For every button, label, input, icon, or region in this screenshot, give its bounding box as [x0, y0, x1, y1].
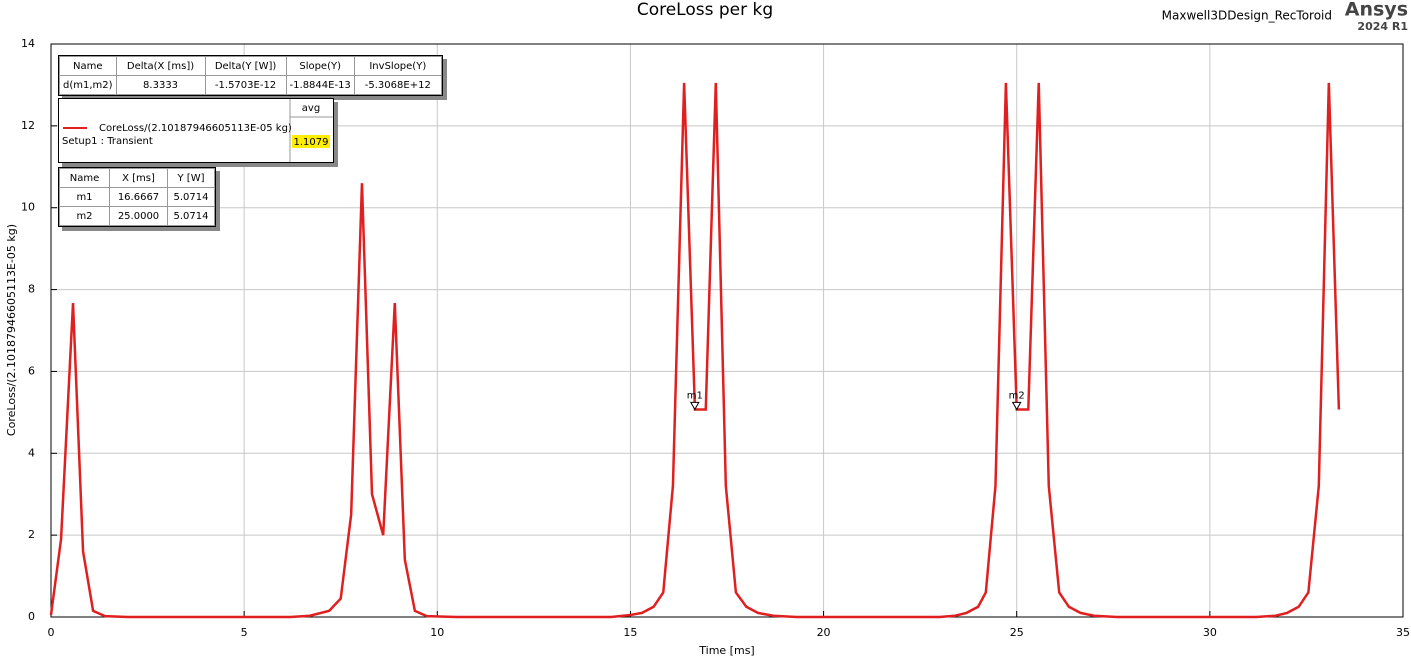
- table-cell: -5.3068E+12: [353, 75, 442, 95]
- x-axis-label: Time [ms]: [698, 644, 754, 657]
- x-tick-label: 10: [430, 626, 444, 639]
- y-tick-label: 2: [28, 528, 35, 541]
- table-cell: -1.8844E-13: [285, 75, 355, 95]
- legend-header: avg: [302, 103, 320, 114]
- legend-entry: CoreLoss/(2.10187946605113E-05 kg): [99, 123, 292, 134]
- x-tick-label: 5: [241, 626, 248, 639]
- table-cell: 8.3333: [115, 75, 206, 95]
- y-tick-label: 0: [28, 610, 35, 623]
- chart-title: CoreLoss per kg: [637, 0, 773, 20]
- delta-table: Name Delta(X [ms]) Delta(Y [W]) Slope(Y) Inv…: [58, 55, 443, 96]
- y-tick-label: 4: [28, 446, 35, 459]
- table-cell: Slope(Y): [285, 56, 355, 76]
- y-tick-label: 14: [21, 37, 35, 50]
- table-cell: 25.0000: [109, 206, 168, 226]
- version: 2024 R1: [1357, 20, 1408, 33]
- table-cell: Name: [59, 56, 117, 76]
- table-row: Name X [ms] Y [W]: [59, 168, 215, 188]
- y-axis-label: CoreLoss/(2.10187946605113E-05 kg): [5, 224, 18, 436]
- legend-setup: Setup1 : Transient: [62, 136, 153, 147]
- legend-avg: 1.1079: [294, 137, 329, 148]
- x-tick-label: 35: [1396, 626, 1410, 639]
- marker-label: m1: [687, 390, 703, 401]
- data-line: [49, 82, 1341, 619]
- marker-table: Name X [ms] Y [W] m1 16.6667 5.0714 m2 25.0000 5…: [58, 167, 216, 227]
- table-cell: 5.0714: [167, 187, 215, 207]
- x-tick-label: 20: [817, 626, 831, 639]
- y-tick-label: 10: [21, 201, 35, 214]
- table-cell: InvSlope(Y): [353, 56, 442, 76]
- table-row: d(m1,m2) 8.3333 -1.5703E-12 -1.8844E-13 -5.3…: [59, 75, 442, 95]
- marker: [689, 401, 700, 411]
- table-cell: 5.0714: [167, 206, 215, 226]
- table: Name X [ms] Y [W] m1 16.6667 5.0714 m2 25.0000 5…: [59, 168, 215, 226]
- table-cell: X [ms]: [109, 168, 168, 188]
- table-cell: m2: [59, 206, 110, 226]
- legend-graphic: avg CoreLoss/(2.10187946605113E-05 kg) Set…: [62, 99, 333, 162]
- x-tick-label: 15: [623, 626, 637, 639]
- table-cell: -1.5703E-12: [204, 75, 287, 95]
- x-tick-label: 0: [48, 626, 55, 639]
- table: Name Delta(X [ms]) Delta(Y [W]) Slope(Y) Inv…: [59, 56, 442, 95]
- y-tick-label: 12: [21, 119, 35, 132]
- avg-highlight: [292, 135, 330, 148]
- table-cell: Name: [59, 168, 110, 188]
- table-cell: m1: [59, 187, 110, 207]
- x-tick-label: 30: [1203, 626, 1217, 639]
- marker-label: m2: [1009, 390, 1025, 401]
- design-name: Maxwell3DDesign_RecToroid: [1162, 9, 1332, 23]
- table-row: Name Delta(X [ms]) Delta(Y [W]) Slope(Y) Inv…: [59, 56, 442, 76]
- table-cell: d(m1,m2): [59, 75, 117, 95]
- y-tick-label: 8: [28, 283, 35, 296]
- plot-border: [50, 43, 1404, 618]
- table-row: m1 16.6667 5.0714: [59, 187, 215, 207]
- legend: avg CoreLoss/(2.10187946605113E-05 kg) Set…: [58, 98, 334, 163]
- y-tick-label: 6: [28, 364, 35, 377]
- table-cell: Delta(X [ms]): [115, 56, 206, 76]
- marker: [1011, 401, 1022, 411]
- table-cell: Delta(Y [W]): [204, 56, 287, 76]
- table-cell: Y [W]: [167, 168, 215, 188]
- x-tick-label: 25: [1010, 626, 1024, 639]
- table-row: m2 25.0000 5.0714: [59, 206, 215, 226]
- brand: Ansys: [1345, 0, 1408, 21]
- table-cell: 16.6667: [109, 187, 168, 207]
